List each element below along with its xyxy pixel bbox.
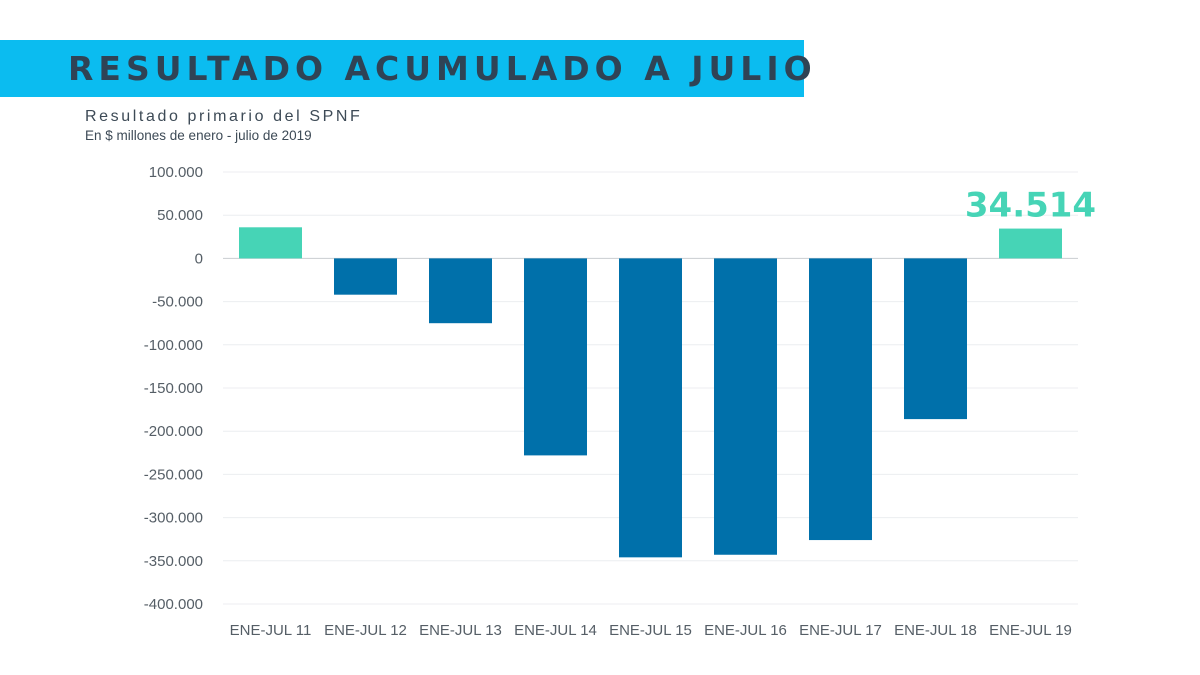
chart-title: Resultado primario del SPNF — [85, 108, 363, 125]
y-tick-label: -200.000 — [144, 423, 203, 440]
bar-ene-jul-18 — [904, 258, 967, 420]
bars — [239, 227, 1062, 558]
bar-ene-jul-12 — [334, 258, 397, 295]
bar-ene-jul-16 — [714, 258, 777, 555]
x-tick-label: ENE-JUL 13 — [419, 622, 502, 639]
y-tick-label: -250.000 — [144, 466, 203, 483]
x-tick-label: ENE-JUL 16 — [704, 622, 787, 639]
y-tick-label: -150.000 — [144, 380, 203, 397]
x-axis-ticks: ENE-JUL 11 ENE-JUL 12 ENE-JUL 13 ENE-JUL 14… — [230, 622, 1072, 639]
bar-ene-jul-17 — [809, 258, 872, 541]
x-tick-label: ENE-JUL 11 — [230, 622, 312, 639]
bar-ene-jul-11 — [239, 227, 302, 259]
x-tick-label: ENE-JUL 19 — [989, 622, 1072, 639]
y-tick-label: -300.000 — [144, 510, 203, 527]
chart-subtitle: En $ millones de enero - julio de 2019 — [85, 128, 312, 143]
y-tick-label: -100.000 — [144, 337, 203, 354]
y-tick-label: -400.000 — [144, 596, 203, 613]
x-tick-label: ENE-JUL 15 — [609, 622, 692, 639]
y-tick-label: -350.000 — [144, 553, 203, 570]
y-tick-label: 100.000 — [149, 164, 203, 181]
x-tick-label: ENE-JUL 14 — [514, 622, 597, 639]
bar-ene-jul-19 — [999, 228, 1062, 259]
y-axis-ticks: 100.000 50.000 0 -50.000 -100.000 -150.000 -20… — [144, 164, 203, 613]
title-banner: RESULTADO ACUMULADO A JULIO — [0, 40, 812, 97]
bar-ene-jul-15 — [619, 258, 682, 558]
slide-title: RESULTADO ACUMULADO A JULIO — [68, 49, 817, 88]
y-tick-label: 0 — [195, 250, 203, 267]
value-callout: 34.514 — [965, 186, 1096, 226]
x-tick-label: ENE-JUL 17 — [799, 622, 882, 639]
bar-ene-jul-13 — [429, 258, 492, 324]
y-tick-label: -50.000 — [152, 294, 203, 311]
x-tick-label: ENE-JUL 18 — [894, 622, 977, 639]
bar-ene-jul-14 — [524, 258, 587, 456]
annotations: 34.514 — [965, 186, 1096, 226]
x-tick-label: ENE-JUL 12 — [324, 622, 407, 639]
y-tick-label: 50.000 — [157, 207, 203, 224]
